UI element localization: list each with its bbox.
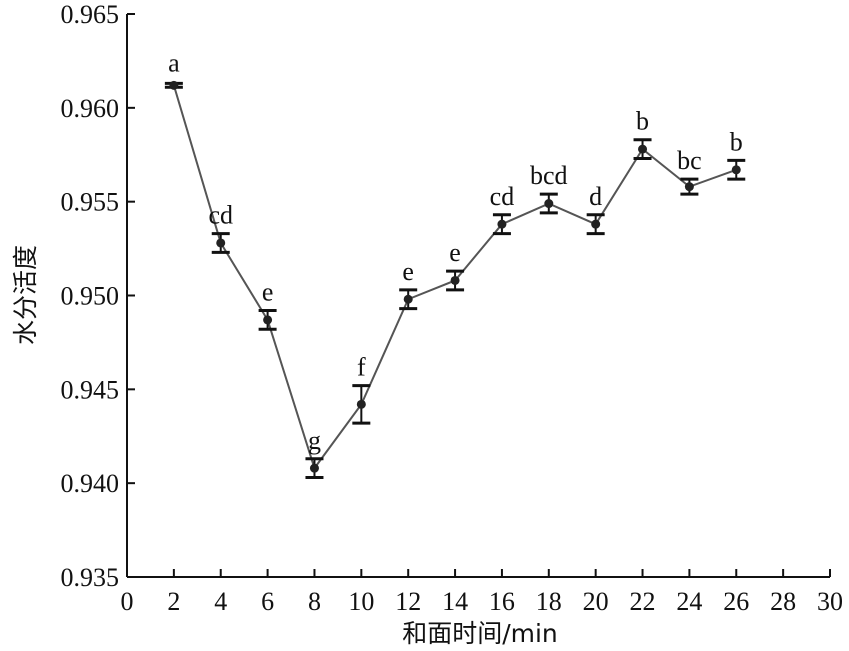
y-tick-label: 0.965 xyxy=(61,0,120,29)
x-tick-label: 28 xyxy=(770,587,796,616)
x-tick-label: 16 xyxy=(489,587,515,616)
x-tick-label: 2 xyxy=(167,587,180,616)
x-tick-label: 4 xyxy=(214,587,227,616)
x-tick-label: 14 xyxy=(442,587,468,616)
data-point xyxy=(309,463,319,473)
y-tick-label: 0.940 xyxy=(61,469,120,498)
data-point xyxy=(638,144,648,154)
value-label: e xyxy=(402,257,414,286)
data-point xyxy=(450,275,460,285)
y-axis-title: 水分活度 xyxy=(11,245,40,345)
value-label: d xyxy=(589,182,602,211)
data-point xyxy=(544,199,554,209)
y-tick-label: 0.935 xyxy=(61,563,120,592)
value-label: a xyxy=(168,48,180,77)
value-label: b xyxy=(730,127,743,156)
data-point xyxy=(731,165,741,175)
value-label: cd xyxy=(208,201,233,230)
data-point xyxy=(684,182,694,192)
data-point xyxy=(263,315,273,325)
value-label: b xyxy=(636,107,649,136)
y-tick-label: 0.950 xyxy=(61,282,120,311)
data-point xyxy=(356,399,366,409)
x-tick-label: 12 xyxy=(395,587,421,616)
data-point xyxy=(216,238,226,248)
value-label: g xyxy=(308,426,321,455)
data-point xyxy=(169,80,179,90)
x-tick-label: 30 xyxy=(817,587,843,616)
value-label: cd xyxy=(490,182,515,211)
value-label: e xyxy=(262,278,274,307)
value-label: f xyxy=(357,353,366,382)
y-tick-label: 0.960 xyxy=(61,94,120,123)
data-point xyxy=(497,219,507,229)
value-label: e xyxy=(449,238,461,267)
x-tick-label: 10 xyxy=(348,587,374,616)
x-tick-label: 22 xyxy=(630,587,656,616)
value-label: bcd xyxy=(530,161,568,190)
x-tick-label: 24 xyxy=(676,587,702,616)
x-tick-label: 18 xyxy=(536,587,562,616)
data-point xyxy=(591,219,601,229)
value-label: bc xyxy=(677,146,702,175)
x-tick-label: 26 xyxy=(723,587,749,616)
x-tick-label: 6 xyxy=(261,587,274,616)
x-tick-label: 20 xyxy=(583,587,609,616)
x-tick-label: 0 xyxy=(121,587,134,616)
x-axis-title: 和面时间/min xyxy=(402,619,558,648)
y-tick-label: 0.945 xyxy=(61,375,120,404)
data-point xyxy=(403,294,413,304)
x-tick-label: 8 xyxy=(308,587,321,616)
y-tick-label: 0.955 xyxy=(61,188,120,217)
